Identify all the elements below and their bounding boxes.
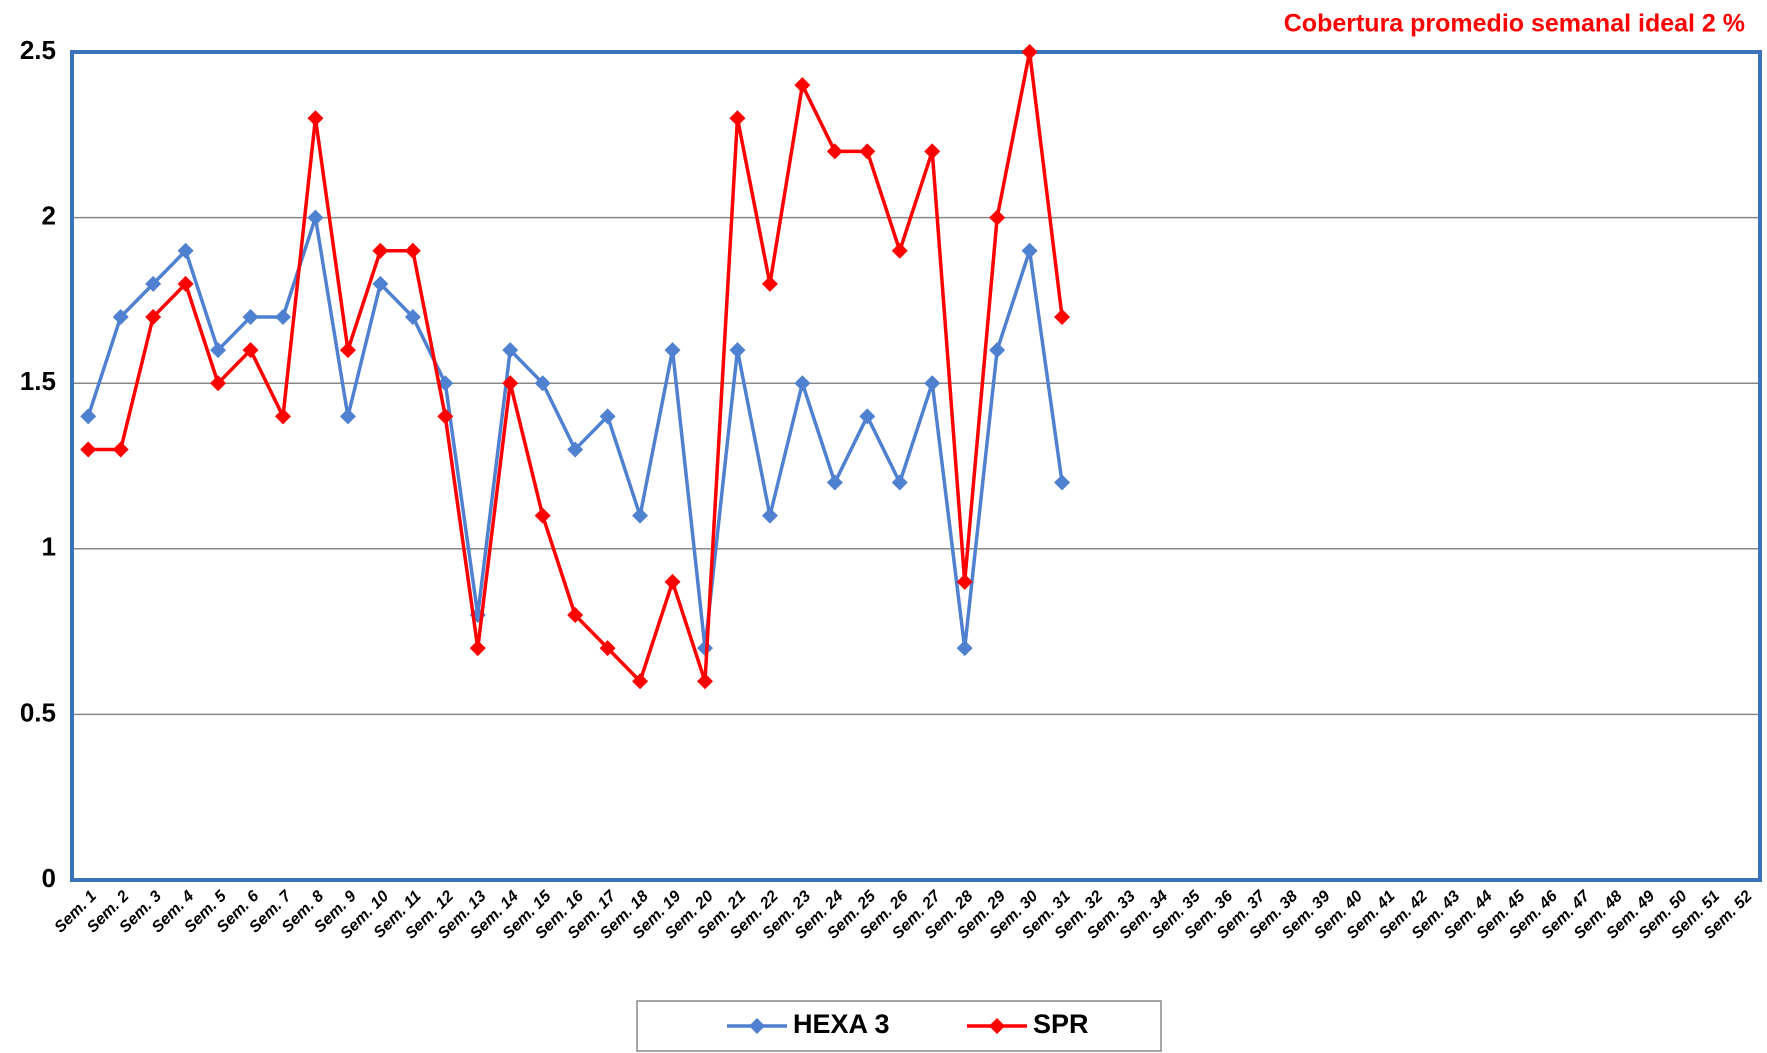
marker [307,209,324,226]
y-tick-label: 0 [42,863,56,893]
marker [924,143,941,160]
marker [599,640,616,657]
marker [859,143,876,160]
legend-label: SPR [1033,1009,1089,1039]
series [80,209,1071,657]
marker [859,408,876,425]
marker [664,342,681,359]
marker [112,441,129,458]
marker [891,474,908,491]
marker [924,375,941,392]
marker [989,342,1006,359]
marker [729,110,746,127]
marker [761,275,778,292]
marker [761,507,778,524]
marker [502,375,519,392]
marker [1021,242,1038,259]
chart-title: Cobertura promedio semanal ideal 2 % [1284,10,1745,38]
y-tick-label: 2 [42,200,56,230]
marker [307,110,324,127]
marker [534,507,551,524]
marker [210,342,227,359]
y-tick-label: 0.5 [20,697,56,727]
marker [339,342,356,359]
marker [794,375,811,392]
marker [697,640,713,657]
marker [177,242,194,259]
marker [534,375,551,392]
marker [891,242,908,259]
marker [502,342,519,359]
marker [956,640,973,657]
marker [80,441,97,458]
marker [275,408,291,425]
y-tick-label: 1.5 [20,366,56,396]
marker [145,308,162,325]
marker [339,408,356,425]
marker [567,441,584,458]
y-tick-label: 1 [42,532,56,562]
marker [145,275,162,292]
legend-box [636,1000,1162,1052]
legend-marker [989,1018,1005,1034]
marker [80,408,97,425]
marker [826,143,843,160]
marker [404,308,421,325]
marker [1054,308,1071,325]
marker [112,308,129,325]
marker [632,673,649,690]
marker [177,275,194,292]
legend-marker [749,1018,765,1034]
marker [567,607,584,624]
legend-label: HEXA 3 [793,1009,890,1039]
series [80,44,1071,690]
y-tick-label: 2.5 [20,35,56,65]
marker [210,375,227,392]
marker [664,573,681,590]
marker [794,77,811,94]
plot-border [70,50,1762,882]
legend: HEXA 3 SPR [636,1000,1162,1052]
marker [242,308,259,325]
marker [632,507,649,524]
marker [1021,44,1038,60]
marker [404,242,421,259]
marker [242,342,259,359]
marker [599,408,616,425]
marker [729,342,746,359]
marker [437,408,454,425]
marker [1054,474,1071,491]
marker [956,573,973,590]
marker [372,242,389,259]
series-line [86,217,1064,649]
marker [469,640,486,657]
marker [372,275,389,292]
marker [697,673,713,690]
marker [275,308,291,325]
marker [989,209,1006,226]
series-line [88,51,1064,685]
marker [826,474,843,491]
